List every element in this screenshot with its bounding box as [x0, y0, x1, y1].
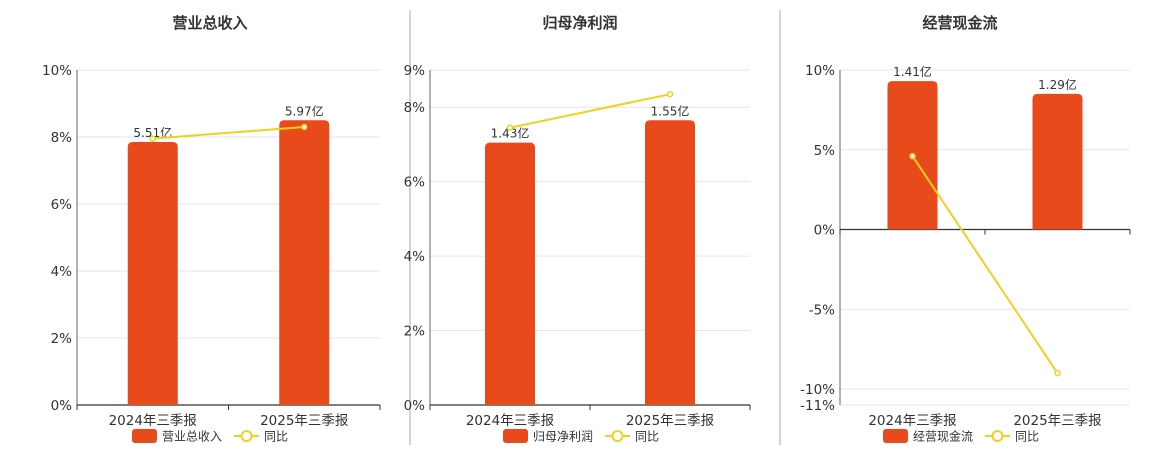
legend-bar-label: 营业总收入 — [162, 430, 222, 444]
bar — [1032, 93, 1083, 230]
legend-bar-swatch — [503, 429, 528, 443]
y-tick-label: 0% — [51, 398, 73, 414]
chart-title: 营业总收入 — [172, 14, 247, 32]
legend-line-marker — [991, 430, 1004, 442]
legend-line-label: 同比 — [1015, 430, 1039, 444]
y-tick-label: 4% — [404, 249, 426, 265]
yoy-line — [152, 125, 305, 140]
legend-line-marker — [611, 430, 624, 442]
yoy-point — [301, 123, 308, 131]
chart-panel-3: 经营现金流 -11%-10% -5% 0% 5% 10% 2024年三季报 2025年三季报 1… — [800, 14, 1131, 444]
y-tick-label: 2% — [51, 331, 73, 347]
legend-line-marker — [240, 430, 253, 442]
y-tick-label: 0% — [814, 223, 836, 239]
bar — [485, 142, 535, 406]
y-tick-label: 6% — [51, 197, 73, 213]
y-tick-label: -11% — [800, 398, 835, 414]
y-tick-label: 6% — [404, 175, 426, 191]
y-tick-label: 4% — [51, 264, 73, 280]
y-tick-label: 8% — [51, 130, 73, 146]
bar-data-label: 5.51亿 — [133, 125, 172, 140]
legend-bar-label: 归母净利润 — [533, 430, 593, 444]
chart-panel-1: 营业总收入 0% 2% 4% 6% 8% 10% 2024年三季报 2025年三季报 5.51亿 5… — [42, 14, 381, 444]
y-tick-label: 10% — [805, 63, 835, 79]
y-tick-label: 0% — [404, 398, 426, 414]
x-category-label: 2024年三季报 — [466, 413, 554, 429]
chart-panel-2: 归母净利润 0% 2% 4% 6% 8% 9% 2024年三季报 2025年三季报 1.43亿 1.… — [404, 14, 751, 444]
legend-bar-swatch — [132, 429, 157, 443]
bar-data-label: 5.97亿 — [285, 103, 324, 118]
x-category-label: 2025年三季报 — [1013, 413, 1101, 429]
yoy-point — [149, 135, 156, 142]
y-tick-label: -5% — [809, 302, 835, 318]
yoy-line — [911, 155, 1059, 374]
bar-data-label: 1.29亿 — [1038, 77, 1077, 92]
yoy-line — [509, 93, 671, 129]
bar-data-label: 1.43亿 — [491, 126, 530, 141]
yoy-point — [909, 152, 916, 160]
y-tick-label: -10% — [800, 382, 835, 398]
bar — [279, 120, 330, 405]
legend-bar-swatch — [883, 429, 908, 443]
x-category-label: 2025年三季报 — [260, 413, 348, 429]
legend[interactable]: 经营现金流 同比 — [883, 429, 1039, 444]
y-tick-label: 5% — [814, 143, 836, 159]
yoy-point — [1054, 369, 1061, 377]
y-tick-label: 9% — [404, 63, 426, 79]
legend[interactable]: 营业总收入 同比 — [132, 429, 288, 444]
x-category-label: 2025年三季报 — [626, 413, 714, 429]
yoy-point — [506, 124, 514, 131]
legend-bar-label: 经营现金流 — [913, 429, 973, 444]
yoy-point — [666, 90, 674, 98]
bar-data-label: 1.55亿 — [651, 103, 690, 118]
legend-line-label: 同比 — [264, 430, 288, 444]
y-tick-label: 8% — [404, 100, 426, 116]
legend-line-label: 同比 — [635, 430, 659, 444]
chart-title: 经营现金流 — [922, 14, 997, 32]
legend[interactable]: 归母净利润 同比 — [503, 429, 659, 444]
x-category-label: 2024年三季报 — [868, 413, 956, 429]
x-category-label: 2024年三季报 — [109, 413, 197, 429]
y-tick-label: 2% — [404, 324, 426, 340]
bar — [645, 120, 695, 405]
y-tick-label: 10% — [42, 63, 72, 79]
bar — [127, 142, 178, 405]
chart-title: 归母净利润 — [542, 14, 617, 32]
bar-data-label: 1.41亿 — [893, 64, 932, 79]
